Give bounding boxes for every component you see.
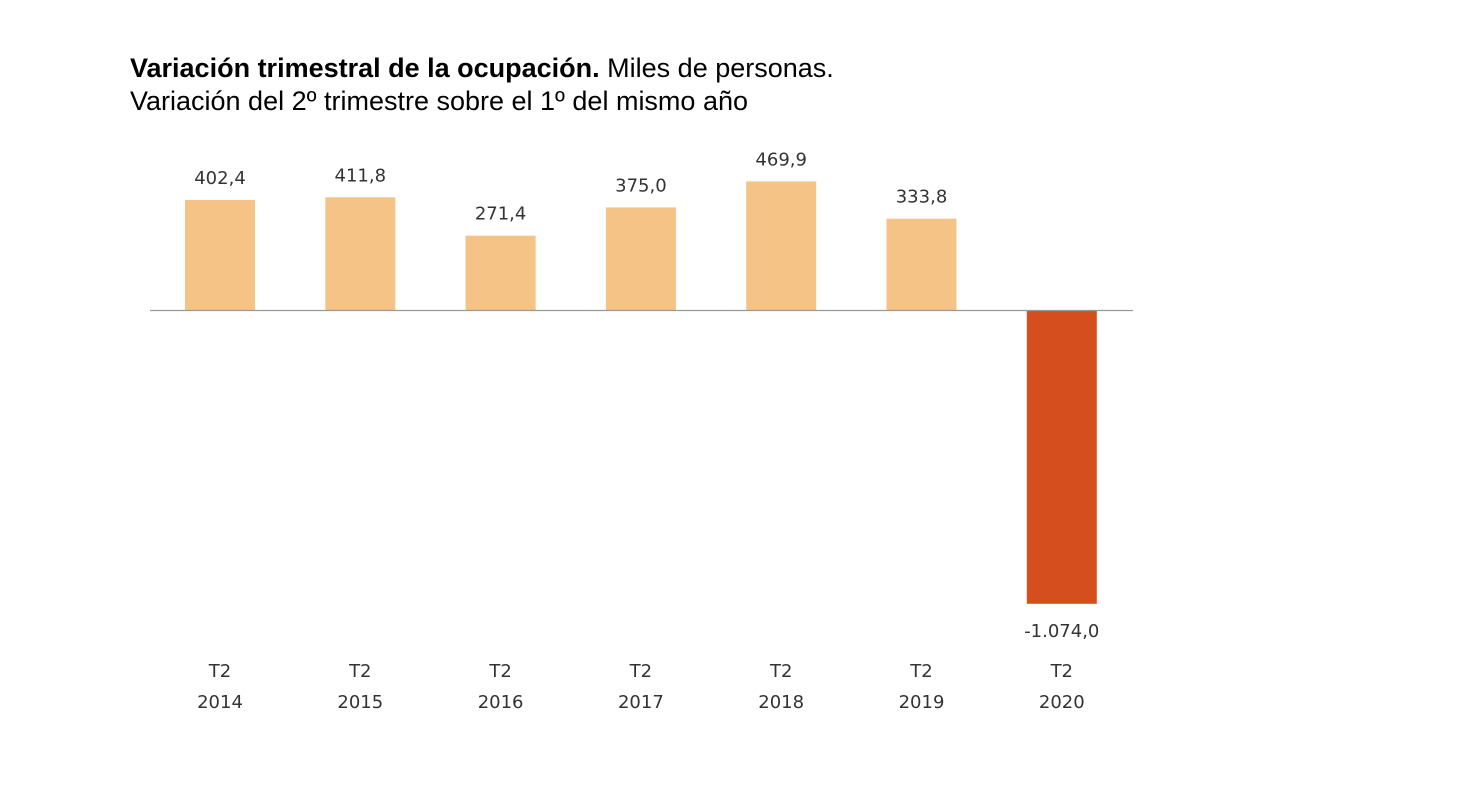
data-label-2014: 402,4 <box>194 168 246 189</box>
x-tick-quarter-2015: T2 <box>348 661 371 682</box>
chart-title-block: Variación trimestral de la ocupación. Mi… <box>130 52 834 118</box>
bar-2020 <box>1026 310 1097 604</box>
x-tick-year-2015: 2015 <box>337 692 383 713</box>
bar-2015 <box>325 197 396 310</box>
bar-2014 <box>185 199 255 310</box>
data-label-2017: 375,0 <box>615 175 667 196</box>
bar-2016 <box>465 235 536 310</box>
data-label-2020: -1.074,0 <box>1024 621 1099 642</box>
bar-2018 <box>746 181 817 310</box>
x-tick-quarter-2014: T2 <box>208 661 231 682</box>
chart-title-rest: Miles de personas. <box>599 53 834 83</box>
x-tick-quarter-2017: T2 <box>629 661 652 682</box>
x-tick-quarter-2016: T2 <box>488 661 511 682</box>
chart-title-bold: Variación trimestral de la ocupación. <box>130 53 600 83</box>
bar-2019 <box>886 218 957 310</box>
x-tick-year-2016: 2016 <box>478 692 524 713</box>
chart-title: Variación trimestral de la ocupación. Mi… <box>130 52 834 85</box>
x-tick-quarter-2019: T2 <box>909 661 932 682</box>
data-label-2018: 469,9 <box>755 149 807 170</box>
x-tick-year-2019: 2019 <box>899 692 945 713</box>
x-tick-quarter-2020: T2 <box>1050 661 1073 682</box>
data-label-2015: 411,8 <box>335 165 387 186</box>
data-label-2019: 333,8 <box>896 187 948 208</box>
x-tick-year-2014: 2014 <box>197 692 243 713</box>
x-tick-year-2018: 2018 <box>758 692 804 713</box>
x-tick-year-2020: 2020 <box>1039 692 1085 713</box>
data-label-2016: 271,4 <box>475 204 527 225</box>
chart-subtitle: Variación del 2º trimestre sobre el 1º d… <box>130 86 748 116</box>
x-tick-quarter-2018: T2 <box>769 661 792 682</box>
x-tick-year-2017: 2017 <box>618 692 664 713</box>
bar-2017 <box>605 207 676 310</box>
